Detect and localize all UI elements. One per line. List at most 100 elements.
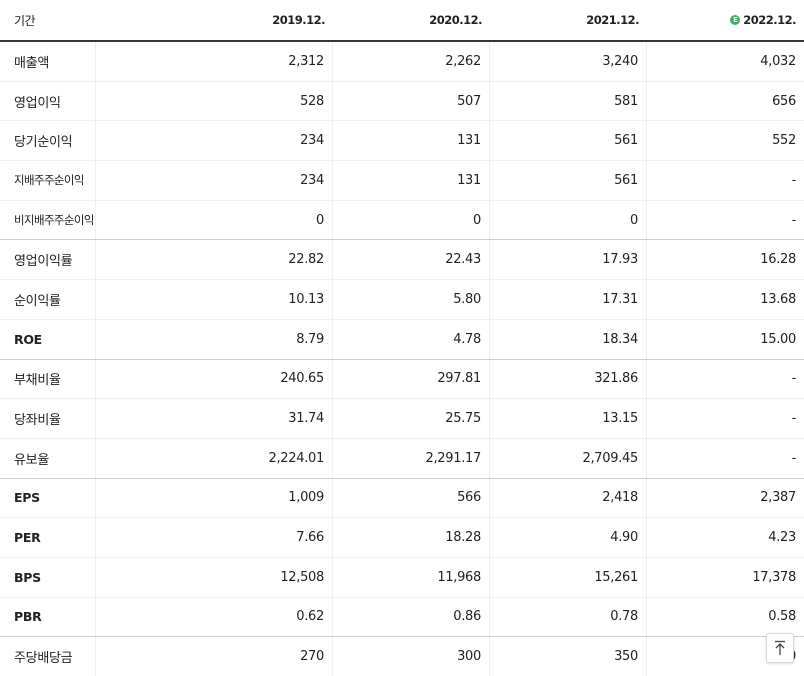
cell-2021: 2,418 (490, 478, 647, 518)
table-row: 당좌비율 31.74 25.75 13.15 - (0, 399, 804, 439)
cell-2020: 507 (333, 81, 490, 121)
cell-2020: 0.86 (333, 597, 490, 637)
arrow-up-to-top-icon (775, 640, 785, 655)
cell-2022: - (791, 371, 797, 387)
table-row: 순이익률 10.13 5.80 17.31 13.68 (0, 280, 804, 320)
cell-2019: 22.82 (96, 240, 333, 280)
table-row: EPS 1,009 566 2,418 2,387 (0, 478, 804, 519)
cell-2021: 13.15 (490, 399, 647, 438)
row-label: 순이익률 (0, 280, 96, 319)
estimate-icon: E (730, 15, 741, 25)
cell-2019: 8.79 (96, 319, 333, 359)
cell-2020: 25.75 (333, 399, 490, 438)
row-label: 지배주주순이익 (0, 161, 96, 200)
cell-2019: 31.74 (96, 399, 333, 438)
cell-2019: 270 (96, 637, 333, 676)
cell-2020: 297.81 (333, 359, 490, 399)
cell-2020: 0 (333, 200, 490, 240)
table-row: 매출액 2,312 2,262 3,240 4,032 (0, 42, 804, 82)
col-header-2022-label: 2022.12. (743, 13, 796, 27)
cell-2019: 2,224.01 (96, 438, 333, 478)
row-label: EPS (0, 478, 96, 518)
cell-2019: 234 (96, 161, 333, 200)
cell-2022: - (791, 450, 797, 466)
cell-2021: 561 (490, 121, 647, 161)
cell-2022: 16.28 (760, 252, 796, 268)
cell-2020: 22.43 (333, 240, 490, 280)
cell-2022: 0.58 (768, 609, 796, 625)
cell-2021: 17.93 (490, 240, 647, 280)
row-label: 당기순이익 (0, 121, 96, 161)
col-header-2021: 2021.12. (586, 13, 639, 27)
cell-2019: 7.66 (96, 518, 333, 557)
table-row: 주당배당금 270 300 350 0 (0, 637, 804, 676)
cell-2022: 656 (772, 93, 796, 109)
cell-2022: - (791, 172, 797, 188)
row-label: 주당배당금 (0, 637, 96, 676)
cell-2022: 15.00 (760, 331, 796, 347)
col-header-2022: E 2022.12. (647, 0, 804, 40)
cell-2020: 2,262 (333, 42, 490, 81)
cell-2019: 2,312 (96, 42, 333, 81)
scroll-to-top-button[interactable] (766, 633, 794, 663)
cell-2021: 581 (490, 81, 647, 121)
cell-2022: 4.23 (768, 530, 796, 546)
cell-2021: 321.86 (490, 359, 647, 399)
table-row: 당기순이익 234 131 561 552 (0, 121, 804, 162)
cell-2022: 17,378 (752, 569, 796, 585)
row-label: 유보율 (0, 438, 96, 478)
cell-2020: 131 (333, 121, 490, 161)
table-row: 지배주주순이익 234 131 561 - (0, 161, 804, 201)
row-label: BPS (0, 557, 96, 597)
cell-2021: 3,240 (490, 42, 647, 81)
cell-2019: 0.62 (96, 597, 333, 637)
table-row: ROE 8.79 4.78 18.34 15.00 (0, 319, 804, 360)
cell-2019: 0 (96, 200, 333, 240)
row-label: 부채비율 (0, 359, 96, 399)
col-header-2020: 2020.12. (429, 13, 482, 27)
table-row: 영업이익 528 507 581 656 (0, 81, 804, 122)
row-label: ROE (0, 319, 96, 359)
cell-2021: 18.34 (490, 319, 647, 359)
col-header-2019: 2019.12. (272, 13, 325, 27)
cell-2020: 18.28 (333, 518, 490, 557)
cell-2022: 13.68 (760, 291, 796, 307)
table-row: 부채비율 240.65 297.81 321.86 - (0, 359, 804, 400)
cell-2020: 2,291.17 (333, 438, 490, 478)
cell-2020: 11,968 (333, 557, 490, 597)
cell-2022: 2,387 (760, 490, 796, 506)
table-row: 영업이익률 22.82 22.43 17.93 16.28 (0, 240, 804, 281)
row-label: 영업이익률 (0, 240, 96, 280)
cell-2020: 131 (333, 161, 490, 200)
table-row: 유보율 2,224.01 2,291.17 2,709.45 - (0, 438, 804, 479)
cell-2021: 561 (490, 161, 647, 200)
cell-2022: 552 (772, 133, 796, 149)
cell-2019: 10.13 (96, 280, 333, 319)
cell-2022: - (791, 212, 797, 228)
cell-2022: - (791, 411, 797, 427)
cell-2020: 300 (333, 637, 490, 676)
cell-2020: 5.80 (333, 280, 490, 319)
cell-2019: 234 (96, 121, 333, 161)
period-header: 기간 (14, 13, 36, 28)
table-row: PER 7.66 18.28 4.90 4.23 (0, 518, 804, 558)
cell-2021: 4.90 (490, 518, 647, 557)
cell-2019: 240.65 (96, 359, 333, 399)
cell-2021: 350 (490, 637, 647, 676)
cell-2021: 0.78 (490, 597, 647, 637)
row-label: 매출액 (0, 42, 96, 81)
row-label: PBR (0, 597, 96, 637)
table-row: 비지배주주순이익 0 0 0 - (0, 200, 804, 241)
table-header-row: 기간 2019.12. 2020.12. 2021.12. E 2022.12. (0, 0, 804, 42)
cell-2019: 12,508 (96, 557, 333, 597)
row-label: PER (0, 518, 96, 557)
cell-2022: 4,032 (760, 53, 796, 69)
row-label: 영업이익 (0, 81, 96, 121)
table-row: PBR 0.62 0.86 0.78 0.58 (0, 597, 804, 638)
cell-2021: 2,709.45 (490, 438, 647, 478)
cell-2019: 1,009 (96, 478, 333, 518)
table-row: BPS 12,508 11,968 15,261 17,378 (0, 557, 804, 598)
cell-2020: 4.78 (333, 319, 490, 359)
row-label: 비지배주주순이익 (0, 200, 96, 240)
